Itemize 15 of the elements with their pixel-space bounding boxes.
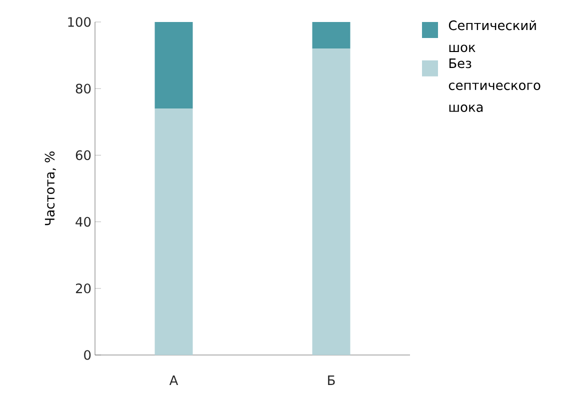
y-tick-label: 80: [76, 84, 91, 94]
x-tick-label: А: [169, 376, 178, 385]
legend-label: Без септического шока: [448, 58, 540, 112]
bar: [154, 22, 193, 109]
y-axis-title: Частота, %: [44, 151, 56, 226]
bar: [312, 48, 350, 355]
bar: [154, 108, 193, 355]
y-tick-label: 60: [76, 150, 91, 160]
y-tick-label: 0: [84, 350, 91, 360]
legend-label: Септический шок: [448, 20, 536, 52]
x-tick-label: Б: [328, 376, 335, 385]
y-tick-label: 20: [76, 284, 91, 294]
y-tick-label: 100: [68, 17, 91, 27]
y-tick-label: 40: [76, 216, 91, 227]
bar: [312, 22, 350, 49]
